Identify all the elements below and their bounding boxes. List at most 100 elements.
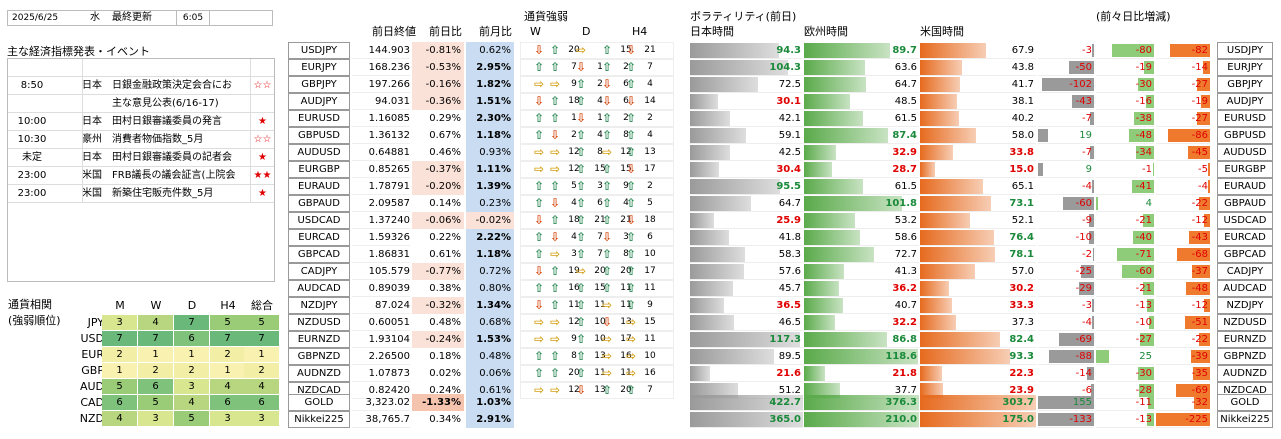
pair-label[interactable]: NZDJPY [288, 297, 350, 314]
pair-label-right[interactable]: EURNZD [1217, 331, 1273, 348]
strength-rank: 6 [597, 198, 603, 208]
pair-label-right[interactable]: Nikkei225 [1217, 411, 1273, 428]
pair-label[interactable]: GBPJPY [288, 76, 350, 93]
correlation-currency: EUR [81, 348, 104, 361]
strength-rank: 8 [597, 147, 603, 157]
pair-label-right[interactable]: NZDUSD [1217, 314, 1273, 331]
strength-arrow-up-icon: ⇧ [625, 77, 637, 91]
vol-eu-bar [804, 179, 863, 194]
vol-us-bar [920, 395, 1036, 410]
month-change-value: 2.22% [466, 229, 514, 246]
pair-label-right[interactable]: USDJPY [1217, 42, 1273, 59]
vol-chg-us-bar [1176, 384, 1210, 397]
vol-eu-bar [804, 315, 835, 330]
pair-label-right[interactable]: EURAUD [1217, 178, 1273, 195]
pair-label[interactable]: USDCAD [288, 212, 350, 229]
pair-label[interactable]: GBPCAD [288, 246, 350, 263]
pair-label-right[interactable]: GBPJPY [1217, 76, 1273, 93]
vol-chg-us-value: -68 [1191, 249, 1208, 260]
pair-label-right[interactable]: USDCAD [1217, 212, 1273, 229]
close-value: 87.024 [352, 297, 410, 314]
vol-chg-us-cell: -19 [1156, 93, 1210, 110]
pair-label[interactable]: GOLD [288, 394, 350, 411]
vol-chg-eu-bar [1138, 367, 1154, 380]
pair-label-right[interactable]: EURGBP [1217, 161, 1273, 178]
divider [82, 95, 83, 113]
pair-label-right[interactable]: AUDCAD [1217, 280, 1273, 297]
event-stars: ★★ [250, 167, 274, 185]
pair-label-right[interactable]: GBPUSD [1217, 127, 1273, 144]
vol-chg-us-cell: -43 [1156, 229, 1210, 246]
pair-label-right[interactable]: GOLD [1217, 394, 1273, 411]
strength-rank: 4 [571, 232, 577, 242]
vol-eu-cell: 28.7 [804, 161, 919, 178]
day-change-value: 0.34% [412, 411, 464, 428]
pair-label[interactable]: AUDCAD [288, 280, 350, 297]
pair-label[interactable]: EURCAD [288, 229, 350, 246]
pair-label[interactable]: AUDUSD [288, 144, 350, 161]
vol-jp-cell: 21.6 [690, 365, 803, 382]
pair-label[interactable]: EURJPY [288, 59, 350, 76]
vol-chg-eu-bar [1153, 163, 1154, 176]
pair-label-right[interactable]: EURUSD [1217, 110, 1273, 127]
event-row [8, 59, 274, 77]
pair-label[interactable]: AUDNZD [288, 365, 350, 382]
vol-jp-cell: 64.7 [690, 195, 803, 212]
pair-label[interactable]: USDJPY [288, 42, 350, 59]
pair-label[interactable]: EURNZD [288, 331, 350, 348]
vol-eu-bar [804, 281, 839, 296]
pair-label[interactable]: GBPNZD [288, 348, 350, 365]
vol-us-cell: 175.0 [920, 411, 1036, 428]
pair-label[interactable]: NZDUSD [288, 314, 350, 331]
close-value: 1.16085 [352, 110, 410, 127]
vol-eu-bar [804, 366, 825, 381]
vol-eu-value: 72.7 [894, 249, 917, 260]
strength-rank: 4 [647, 130, 653, 140]
pair-label-right[interactable]: NZDJPY [1217, 297, 1273, 314]
pair-label-right[interactable]: AUDJPY [1217, 93, 1273, 110]
vol-chg-eu-cell: -10 [1096, 314, 1154, 331]
pair-label-right[interactable]: AUDUSD [1217, 144, 1273, 161]
strength-rank: 2 [571, 130, 577, 140]
vol-chg-jp-cell: -102 [1038, 76, 1094, 93]
vol-jp-value: 72.5 [778, 79, 801, 90]
correlation-cell: 2 [174, 363, 209, 378]
day-change-value: 0.02% [412, 365, 464, 382]
update-label: 最終更新 [112, 12, 152, 23]
pair-label[interactable]: EURAUD [288, 178, 350, 195]
vol-eu-bar [804, 230, 861, 245]
strength-arrow-up-icon: ⇧ [601, 383, 613, 397]
divider [82, 59, 83, 77]
pair-label[interactable]: EURGBP [288, 161, 350, 178]
pair-label[interactable]: Nikkei225 [288, 411, 350, 428]
pair-label[interactable]: GBPAUD [288, 195, 350, 212]
strength-rank: 1 [571, 113, 577, 123]
event-text: 消費者物価指数_5月 [112, 134, 204, 145]
strength-row [520, 365, 674, 382]
pair-label-right[interactable]: AUDNZD [1217, 365, 1273, 382]
pair-label-right[interactable]: GBPCAD [1217, 246, 1273, 263]
pair-label[interactable]: CADJPY [288, 263, 350, 280]
vol-chg-eu-value: 25 [1139, 351, 1152, 362]
vol-us-bar [920, 77, 961, 92]
pair-label[interactable]: GBPUSD [288, 127, 350, 144]
correlation-cell: 6 [244, 395, 279, 410]
vol-chg-us-value: -12 [1191, 215, 1208, 226]
pair-label-right[interactable]: GBPAUD [1217, 195, 1273, 212]
pair-label-right[interactable]: CADJPY [1217, 263, 1273, 280]
pair-label-right[interactable]: EURCAD [1217, 229, 1273, 246]
correlation-cell: 1 [138, 347, 173, 362]
vol-chg-eu-bar [1132, 231, 1154, 244]
vol-us-value: 15.0 [1009, 164, 1034, 175]
pair-label[interactable]: EURUSD [288, 110, 350, 127]
volatility-panel: ボラティリティ(前日) 日本時間 欧州時間 米国時間 (前々日比増減) 94.3… [688, 0, 1213, 439]
correlation-col-header: 総合 [251, 299, 273, 312]
pair-label[interactable]: AUDJPY [288, 93, 350, 110]
vol-chg-us-bar [1204, 299, 1210, 312]
correlation-cell: 1 [244, 347, 279, 362]
vol-jp-bar [690, 366, 711, 381]
pair-label-right[interactable]: GBPNZD [1217, 348, 1273, 365]
pair-label-right[interactable]: EURJPY [1217, 59, 1273, 76]
close-value: 168.236 [352, 59, 410, 76]
vol-chg-us-cell: -69 [1156, 382, 1210, 399]
